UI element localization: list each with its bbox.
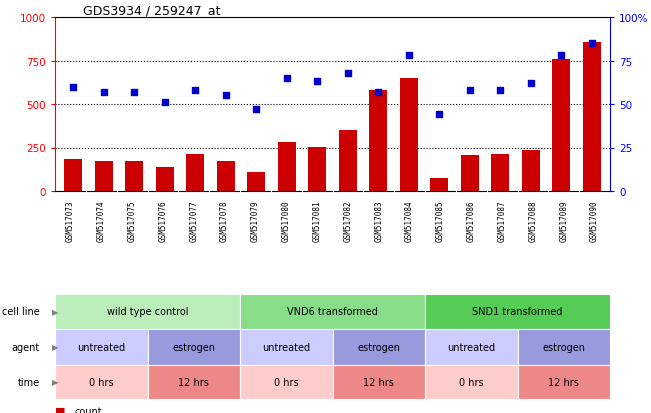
Point (495, 88, 505, 94)
Point (159, 100, 170, 106)
Bar (425, 294, 610, 329)
Text: GSM517083: GSM517083 (374, 200, 383, 241)
Text: GSM517079: GSM517079 (251, 200, 260, 241)
Text: ■: ■ (55, 406, 66, 413)
Point (373, 89, 383, 96)
Point (190, 88, 201, 94)
Bar (55, 365, 148, 399)
Text: ▶: ▶ (51, 307, 58, 316)
Point (434, 112, 445, 119)
Text: GSM517075: GSM517075 (128, 200, 137, 241)
Point (281, 76, 292, 82)
Bar (277, 143, 296, 192)
Text: time: time (18, 377, 40, 387)
Point (221, 93, 231, 100)
Bar (369, 91, 387, 192)
Text: GSM517089: GSM517089 (559, 200, 568, 241)
Bar (339, 131, 357, 192)
Text: 12 hrs: 12 hrs (363, 377, 395, 387)
Bar (425, 329, 518, 365)
Text: ▶: ▶ (51, 377, 58, 387)
Text: GSM517085: GSM517085 (436, 200, 445, 241)
Bar (333, 365, 425, 399)
Bar (460, 156, 479, 192)
Text: untreated: untreated (447, 342, 495, 352)
Point (251, 107, 262, 113)
Text: 0 hrs: 0 hrs (459, 377, 484, 387)
Text: cell line: cell line (2, 307, 40, 317)
Bar (491, 154, 509, 192)
Bar (240, 365, 333, 399)
Bar (583, 43, 601, 192)
Text: estrogen: estrogen (542, 342, 585, 352)
Point (587, 41, 597, 47)
Text: 12 hrs: 12 hrs (548, 377, 579, 387)
Text: GSM517084: GSM517084 (405, 200, 414, 241)
Bar (186, 154, 204, 192)
Text: untreated: untreated (77, 342, 125, 352)
Bar (55, 329, 148, 365)
Point (525, 81, 536, 87)
Bar (430, 178, 449, 192)
Text: wild type control: wild type control (107, 307, 188, 317)
Bar (217, 161, 235, 192)
Bar (148, 365, 240, 399)
Bar (94, 162, 113, 192)
Text: GSM517077: GSM517077 (189, 200, 199, 241)
Text: SND1 transformed: SND1 transformed (473, 307, 562, 317)
Point (98, 89, 109, 96)
Point (68, 84, 79, 91)
Bar (156, 167, 174, 192)
Text: GSM517090: GSM517090 (590, 200, 599, 241)
Bar (400, 79, 418, 192)
Bar (247, 173, 266, 192)
Bar (518, 329, 610, 365)
Text: GSM517078: GSM517078 (220, 200, 229, 241)
Text: GDS3934 / 259247_at: GDS3934 / 259247_at (83, 4, 220, 17)
Bar (55, 294, 240, 329)
Bar (240, 329, 333, 365)
Text: GSM517073: GSM517073 (66, 200, 75, 241)
Point (465, 88, 475, 94)
Text: GSM517080: GSM517080 (282, 200, 291, 241)
Text: estrogen: estrogen (357, 342, 400, 352)
Text: 12 hrs: 12 hrs (178, 377, 209, 387)
Text: GSM517076: GSM517076 (158, 200, 167, 241)
Bar (425, 365, 518, 399)
Bar (308, 147, 326, 192)
Text: GSM517087: GSM517087 (497, 200, 506, 241)
Point (404, 53, 414, 59)
Bar (333, 329, 425, 365)
Point (312, 79, 322, 85)
Text: 0 hrs: 0 hrs (274, 377, 299, 387)
Text: ▶: ▶ (51, 343, 58, 351)
Point (342, 70, 353, 77)
Text: GSM517086: GSM517086 (467, 200, 476, 241)
Text: untreated: untreated (262, 342, 311, 352)
Text: estrogen: estrogen (173, 342, 215, 352)
Point (129, 89, 139, 96)
Text: GSM517081: GSM517081 (312, 200, 322, 241)
Text: GSM517082: GSM517082 (344, 200, 352, 241)
Point (556, 53, 566, 59)
Text: agent: agent (12, 342, 40, 352)
Bar (552, 59, 570, 192)
Bar (64, 159, 83, 192)
Text: GSM517088: GSM517088 (529, 200, 538, 241)
Bar (240, 294, 425, 329)
Text: count: count (74, 406, 102, 413)
Text: 0 hrs: 0 hrs (89, 377, 113, 387)
Bar (518, 365, 610, 399)
Bar (125, 161, 143, 192)
Bar (148, 329, 240, 365)
Text: VND6 transformed: VND6 transformed (287, 307, 378, 317)
Text: GSM517074: GSM517074 (97, 200, 105, 241)
Bar (521, 151, 540, 192)
